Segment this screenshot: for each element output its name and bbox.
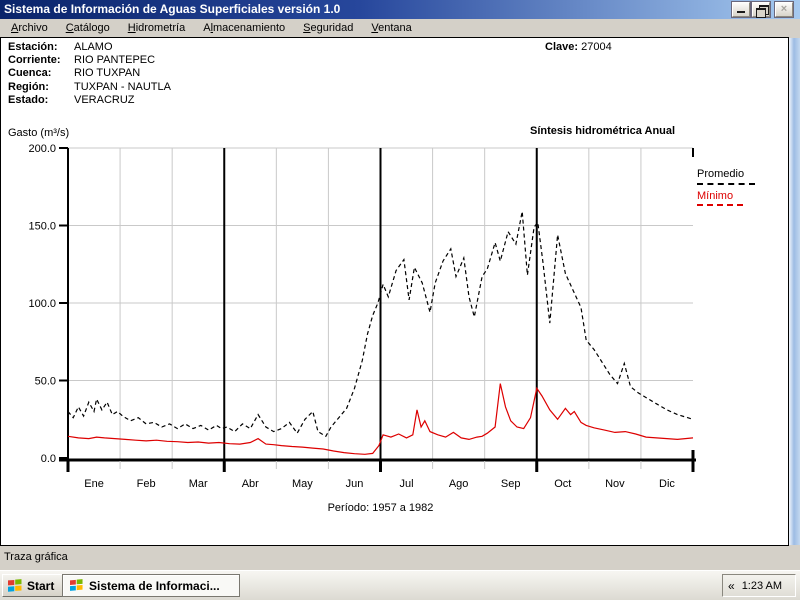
menu-item-archivo[interactable]: Archivo xyxy=(11,22,48,34)
status-text: Traza gráfica xyxy=(4,551,68,563)
station-field-value: ALAMO xyxy=(74,41,113,53)
station-field-row: Corriente: RIO PANTEPEC xyxy=(8,54,171,67)
tray-clock: 1:23 AM xyxy=(741,579,783,592)
station-field-label: Cuenca: xyxy=(8,67,52,80)
legend-promedio-line-sample xyxy=(697,183,755,185)
chart-legend: Promedio Mínimo xyxy=(697,168,755,208)
station-field-value: RIO PANTEPEC xyxy=(74,54,156,67)
station-field-value: RIO TUXPAN xyxy=(74,67,141,80)
station-field-label: Estado: xyxy=(8,93,49,106)
app-icon xyxy=(69,579,83,591)
clave-value: 27004 xyxy=(581,41,612,53)
station-field-row: Cuenca: RIO TUXPAN xyxy=(8,67,171,80)
tray-chevron-button[interactable]: « xyxy=(728,578,735,593)
station-field-row: Estación: ALAMO xyxy=(8,41,171,54)
window-title: Sistema de Información de Aguas Superfic… xyxy=(4,2,341,16)
close-icon: × xyxy=(780,3,788,15)
right-scroll-strip xyxy=(789,38,800,545)
station-field-value: VERACRUZ xyxy=(74,93,135,106)
station-field-label: Estación: xyxy=(8,41,58,53)
legend-minimo-label: Mínimo xyxy=(697,190,734,202)
taskbar-task-button[interactable]: Sistema de Informaci... xyxy=(62,574,240,597)
station-field-row: Estado: VERACRUZ xyxy=(8,94,171,107)
close-button[interactable]: × xyxy=(775,2,793,17)
title-bar: Sistema de Información de Aguas Superfic… xyxy=(0,0,800,19)
station-clave: Clave: 27004 xyxy=(545,41,612,53)
chart-subtitle: Síntesis hidrométrica Anual xyxy=(530,125,676,137)
menu-item-almacenamiento[interactable]: Almacenamiento xyxy=(203,22,286,34)
menu-item-ventana[interactable]: Ventana xyxy=(371,22,412,34)
restore-button[interactable] xyxy=(752,2,770,18)
taskbar: Start Sistema de Informaci... « 1:23 AM xyxy=(0,570,800,600)
start-label: Start xyxy=(27,578,55,593)
y-axis-title: Gasto (m³/s) xyxy=(8,127,70,139)
station-field-row: Región: TUXPAN - NAUTLA xyxy=(8,81,171,94)
status-bar: Traza gráfica xyxy=(0,546,800,570)
station-field-label: Corriente: xyxy=(8,54,61,67)
minimize-button[interactable] xyxy=(732,2,750,17)
menu-bar: Archivo Catálogo Hidrometría Almacenamiento… xyxy=(0,19,800,37)
window-controls: × xyxy=(730,2,793,18)
station-field-value: TUXPAN - NAUTLA xyxy=(74,80,171,93)
station-info: Estación: ALAMO Corriente: RIO PANTEPEC Cuen… xyxy=(8,41,171,107)
start-button[interactable]: Start xyxy=(2,574,65,597)
task-label: Sistema de Informaci... xyxy=(89,578,220,593)
station-field-label: Región: xyxy=(8,80,49,93)
minimize-icon xyxy=(737,11,745,13)
menu-item-catalogo[interactable]: Catálogo xyxy=(65,22,110,34)
legend-minimo-line-sample xyxy=(697,204,743,206)
windows-logo-icon xyxy=(8,578,22,592)
clave-label: Clave: xyxy=(545,41,579,53)
system-tray: « 1:23 AM xyxy=(722,574,796,597)
client-area xyxy=(0,37,789,546)
menu-item-seguridad[interactable]: Seguridad xyxy=(303,22,354,34)
menu-item-hidrometria[interactable]: Hidrometría xyxy=(127,22,186,34)
legend-promedio-label: Promedio xyxy=(697,168,745,180)
